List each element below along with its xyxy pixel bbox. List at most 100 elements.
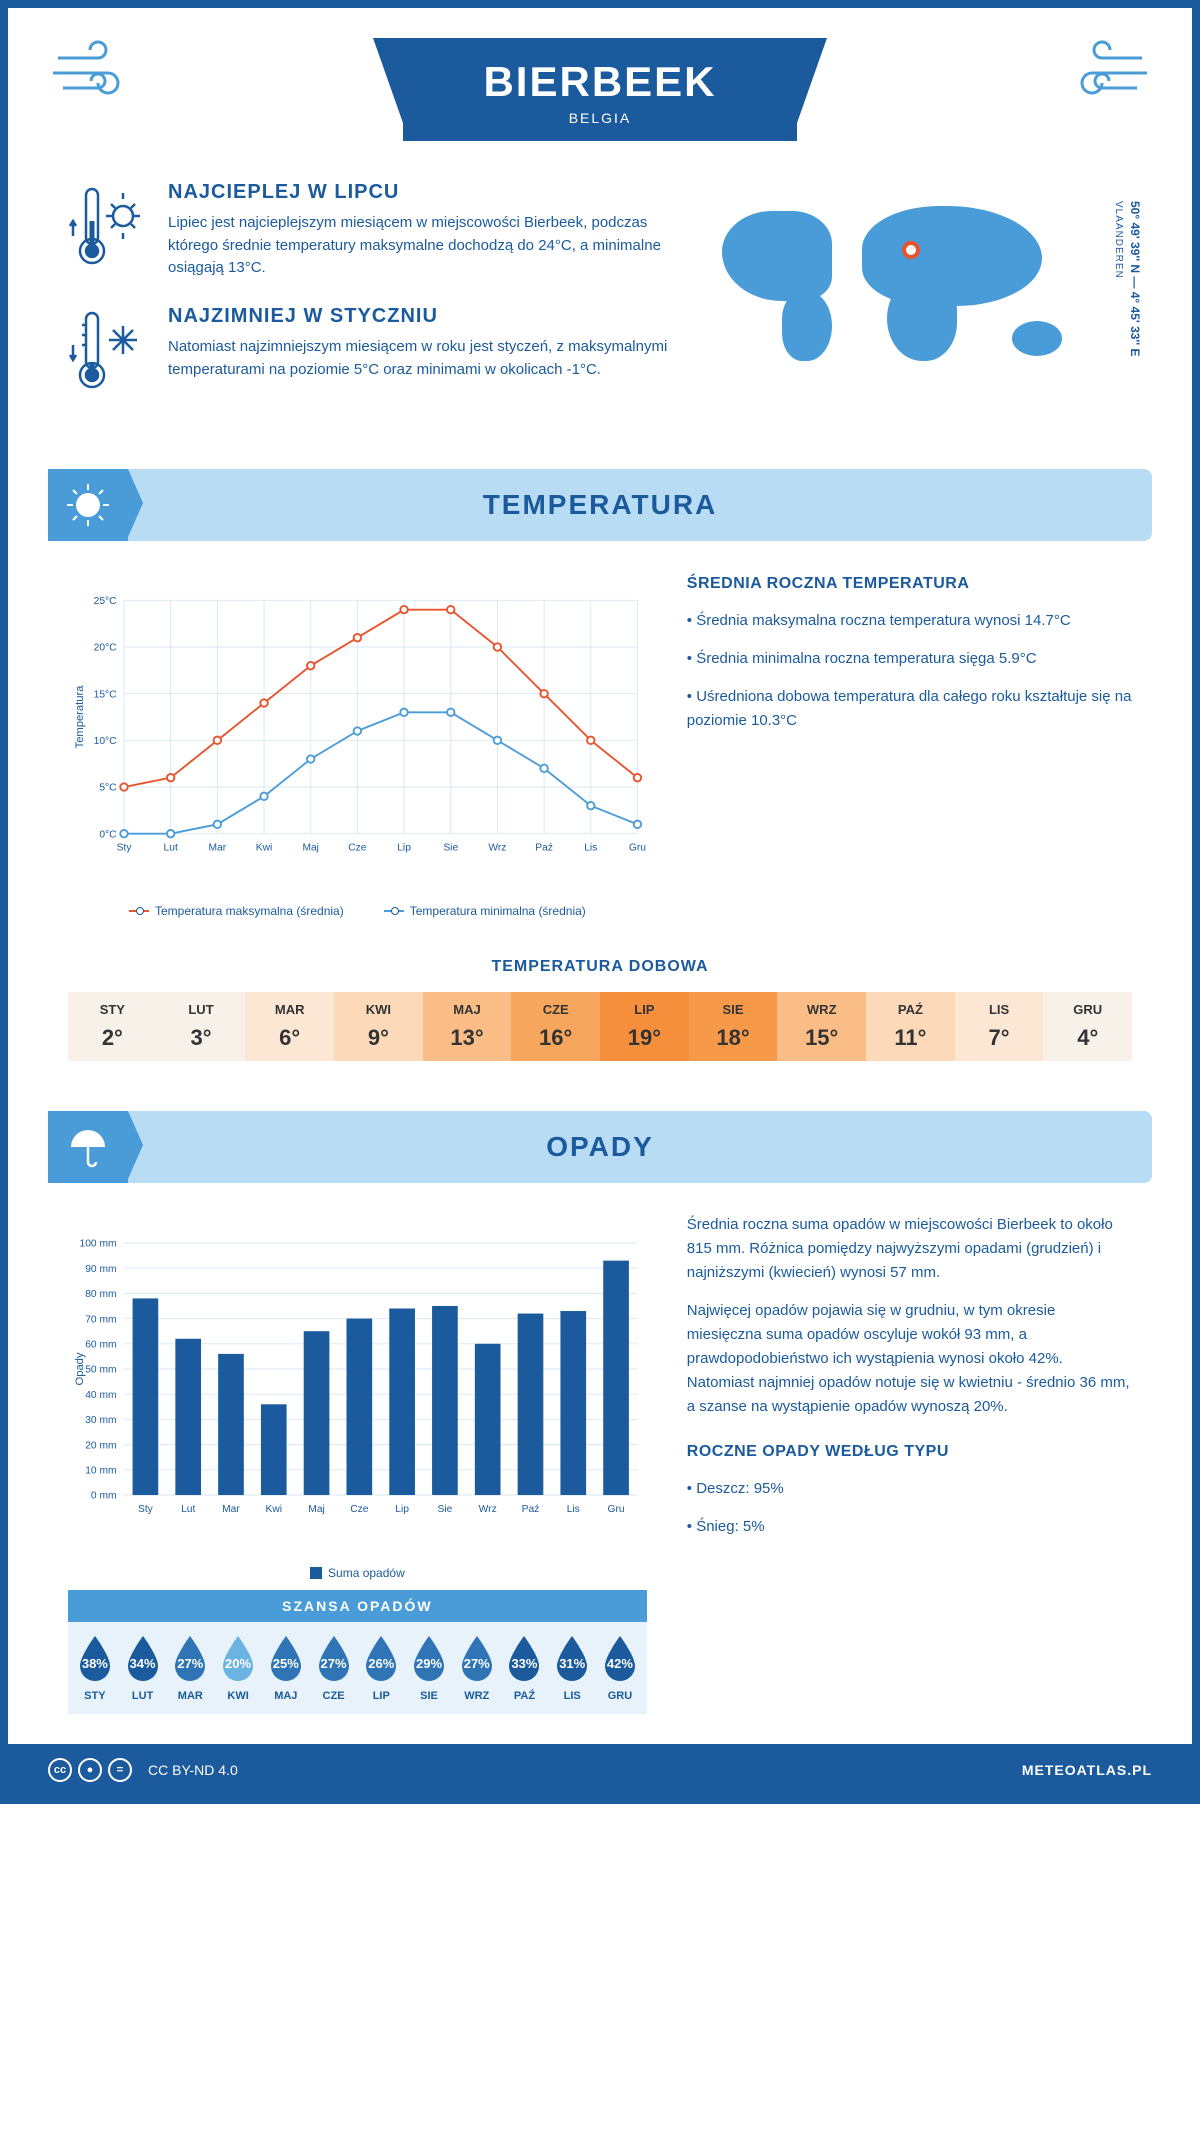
- nd-icon: =: [108, 1758, 132, 1782]
- warmest-block: NAJCIEPLEJ W LIPCU Lipiec jest najcieple…: [68, 181, 672, 280]
- rain-chance-value: 20%: [225, 1648, 251, 1671]
- rain-chance-title: SZANSA OPADÓW: [68, 1590, 647, 1622]
- rain-drop-cell: 20%KWI: [215, 1634, 261, 1702]
- world-map: [712, 181, 1092, 381]
- coordinates: 50° 49' 39'' N — 4° 45' 33'' E: [1128, 201, 1142, 356]
- daily-temp-row: STY2°LUT3°MAR6°KWI9°MAJ13°CZE16°LIP19°SI…: [68, 992, 1132, 1061]
- precipitation-legend: Suma opadów: [68, 1566, 647, 1580]
- daily-temp-cell: MAJ13°: [423, 992, 512, 1061]
- precipitation-bar-chart: 0 mm10 mm20 mm30 mm40 mm50 mm60 mm70 mm8…: [68, 1213, 647, 1553]
- daily-temp-value: 6°: [245, 1025, 334, 1051]
- precip-type-title: ROCZNE OPADY WEDŁUG TYPU: [687, 1439, 1132, 1465]
- rain-drop-icon: 27%: [169, 1634, 211, 1684]
- svg-text:Maj: Maj: [302, 842, 319, 853]
- svg-text:Mar: Mar: [209, 842, 227, 853]
- license-block: cc ● = CC BY-ND 4.0: [48, 1758, 238, 1782]
- svg-text:90 mm: 90 mm: [85, 1264, 116, 1275]
- svg-text:Lis: Lis: [584, 842, 597, 853]
- temperature-line-chart: 0°C5°C10°C15°C20°C25°CStyLutMarKwiMajCze…: [68, 571, 647, 891]
- daily-temp-month: CZE: [511, 1002, 600, 1017]
- rain-chance-value: 33%: [511, 1648, 537, 1671]
- daily-temp-title: TEMPERATURA DOBOWA: [68, 958, 1132, 976]
- svg-text:Gru: Gru: [629, 842, 646, 853]
- warmest-text: NAJCIEPLEJ W LIPCU Lipiec jest najcieple…: [168, 181, 672, 280]
- svg-text:Sie: Sie: [437, 1504, 452, 1515]
- daily-temp-value: 19°: [600, 1025, 689, 1051]
- rain-drop-icon: 27%: [456, 1634, 498, 1684]
- rain-drop-icon: 27%: [313, 1634, 355, 1684]
- legend-precip: Suma opadów: [310, 1566, 405, 1580]
- rain-drop-cell: 29%SIE: [406, 1634, 452, 1702]
- rain-chance-value: 31%: [559, 1648, 585, 1671]
- svg-text:Wrz: Wrz: [479, 1504, 497, 1515]
- rain-chance-month: CZE: [311, 1690, 357, 1702]
- page: BIERBEEK BELGIA NAJCIEPLEJ W LIPCU Lipie…: [0, 0, 1200, 1804]
- svg-text:5°C: 5°C: [99, 783, 117, 794]
- legend-min: Temperatura minimalna (średnia): [384, 904, 586, 918]
- svg-text:Paź: Paź: [522, 1504, 540, 1515]
- svg-text:80 mm: 80 mm: [85, 1289, 116, 1300]
- rain-chance-month: LIP: [358, 1690, 404, 1702]
- rain-chance-value: 27%: [321, 1648, 347, 1671]
- precip-type-2: • Śnieg: 5%: [687, 1515, 1132, 1539]
- rain-chance-value: 34%: [130, 1648, 156, 1671]
- daily-temp-month: STY: [68, 1002, 157, 1017]
- daily-temp-month: SIE: [689, 1002, 778, 1017]
- svg-text:Lut: Lut: [181, 1504, 195, 1515]
- svg-text:Maj: Maj: [308, 1504, 325, 1515]
- rain-drop-cell: 33% PAŹ: [502, 1634, 548, 1702]
- svg-text:0°C: 0°C: [99, 829, 117, 840]
- rain-chance-month: GRU: [597, 1690, 643, 1702]
- temp-info-2: • Średnia minimalna roczna temperatura s…: [687, 647, 1132, 671]
- rain-chance-month: LUT: [120, 1690, 166, 1702]
- daily-temp-cell: MAR 6°: [245, 992, 334, 1061]
- precip-info-1: Średnia roczna suma opadów w miejscowośc…: [687, 1213, 1132, 1285]
- rain-chance-month: PAŹ: [502, 1690, 548, 1702]
- precipitation-title: OPADY: [48, 1131, 1152, 1163]
- rain-drop-icon: 34%: [122, 1634, 164, 1684]
- precipitation-body: 0 mm10 mm20 mm30 mm40 mm50 mm60 mm70 mm8…: [8, 1183, 1192, 1744]
- thermometer-hot-icon: [68, 181, 148, 280]
- daily-temp-value: 2°: [68, 1025, 157, 1051]
- svg-text:20°C: 20°C: [94, 643, 118, 654]
- svg-text:10 mm: 10 mm: [85, 1466, 116, 1477]
- rain-chance-value: 27%: [464, 1648, 490, 1671]
- footer: cc ● = CC BY-ND 4.0 METEOATLAS.PL: [8, 1744, 1192, 1796]
- daily-temp-cell: LIS7°: [955, 992, 1044, 1061]
- daily-temp-value: 18°: [689, 1025, 778, 1051]
- svg-text:30 mm: 30 mm: [85, 1415, 116, 1426]
- rain-drop-cell: 27%MAR: [167, 1634, 213, 1702]
- intro-section: NAJCIEPLEJ W LIPCU Lipiec jest najcieple…: [8, 161, 1192, 449]
- daily-temp-month: WRZ: [777, 1002, 866, 1017]
- svg-text:Gru: Gru: [608, 1504, 625, 1515]
- warmest-desc: Lipiec jest najcieplejszym miesiącem w m…: [168, 212, 672, 280]
- daily-temp-month: MAR: [245, 1002, 334, 1017]
- rain-drop-icon: 20%: [217, 1634, 259, 1684]
- precipitation-chart-area: 0 mm10 mm20 mm30 mm40 mm50 mm60 mm70 mm8…: [68, 1213, 647, 1714]
- rain-drop-icon: 42%: [599, 1634, 641, 1684]
- rain-chance-month: MAJ: [263, 1690, 309, 1702]
- rain-drop-icon: 26%: [360, 1634, 402, 1684]
- rain-chance-month: STY: [72, 1690, 118, 1702]
- svg-text:50 mm: 50 mm: [85, 1365, 116, 1376]
- header-banner: BIERBEEK BELGIA: [403, 38, 796, 141]
- temperature-section-header: TEMPERATURA: [48, 469, 1152, 541]
- svg-text:Cze: Cze: [350, 1504, 369, 1515]
- rain-drop-cell: 34% LUT: [120, 1634, 166, 1702]
- site-name: METEOATLAS.PL: [1022, 1762, 1152, 1778]
- rain-chance-month: SIE: [406, 1690, 452, 1702]
- legend-max-label: Temperatura maksymalna (średnia): [155, 904, 344, 918]
- precip-info-2: Najwięcej opadów pojawia się w grudniu, …: [687, 1299, 1132, 1419]
- daily-temp-month: GRU: [1043, 1002, 1132, 1017]
- svg-text:0 mm: 0 mm: [91, 1491, 117, 1502]
- svg-text:100 mm: 100 mm: [80, 1239, 117, 1250]
- coldest-text: NAJZIMNIEJ W STYCZNIU Natomiast najzimni…: [168, 305, 672, 404]
- rain-drop-icon: 25%: [265, 1634, 307, 1684]
- svg-text:Sty: Sty: [117, 842, 133, 853]
- umbrella-icon: [48, 1111, 128, 1183]
- legend-min-label: Temperatura minimalna (średnia): [410, 904, 586, 918]
- svg-text:Mar: Mar: [222, 1504, 240, 1515]
- svg-text:10°C: 10°C: [94, 736, 118, 747]
- daily-temp-value: 3°: [157, 1025, 246, 1051]
- city-name: BIERBEEK: [483, 58, 716, 106]
